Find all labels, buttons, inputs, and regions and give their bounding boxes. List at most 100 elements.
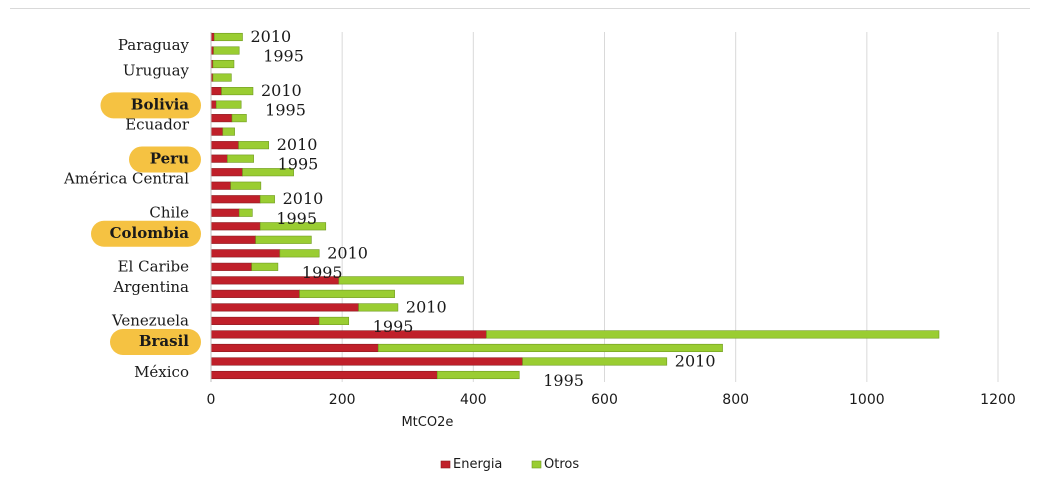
- bar-otros: [230, 181, 262, 190]
- bar-group: [210, 127, 235, 136]
- year-label: 2010: [283, 189, 324, 208]
- legend-item: Otros: [531, 457, 579, 472]
- bar-energia: [210, 181, 231, 190]
- bar-energia: [210, 168, 243, 177]
- bar-energia: [210, 154, 228, 163]
- bar-energia: [210, 316, 320, 325]
- bar-group: [210, 357, 668, 366]
- x-tick-label: 0: [207, 392, 216, 408]
- bar-otros: [222, 127, 235, 136]
- bar-otros: [251, 262, 279, 271]
- bar-group: [210, 208, 253, 217]
- bar-group: [210, 330, 940, 339]
- category-highlight: [110, 328, 201, 355]
- bar-group: [210, 262, 279, 271]
- legend-label: Energia: [453, 457, 502, 472]
- category-label: Colombia: [110, 224, 190, 242]
- bar-otros: [358, 303, 399, 312]
- category-highlight: [91, 220, 201, 247]
- bar-energia: [210, 222, 261, 231]
- bar-otros: [318, 316, 350, 325]
- category-label: Brasil: [139, 332, 189, 350]
- legend: Energia Otros: [440, 457, 579, 472]
- bar-otros: [486, 330, 940, 339]
- bar-energia: [210, 249, 281, 258]
- top-divider: [10, 8, 1030, 9]
- bar-otros: [227, 154, 254, 163]
- bar-energia: [210, 100, 217, 109]
- x-tick-label: 1000: [849, 392, 885, 408]
- bar-otros: [213, 32, 243, 42]
- label-layer: 2010199520101995201019952010199520101995…: [63, 27, 715, 390]
- bar-otros: [522, 357, 668, 366]
- category-label: Argentina: [112, 278, 189, 296]
- bar-otros: [259, 222, 327, 231]
- x-tick-label: 600: [591, 392, 618, 408]
- bar-energia: [210, 195, 261, 204]
- bar-otros: [238, 208, 253, 217]
- year-label: 1995: [373, 317, 414, 336]
- bar-energia: [210, 303, 359, 312]
- bar-otros: [213, 46, 240, 55]
- bar-energia: [210, 235, 256, 244]
- bar-energia: [210, 127, 224, 136]
- year-label: 1995: [543, 371, 584, 390]
- bar-group: [210, 32, 243, 42]
- bar-group: [210, 141, 270, 150]
- bar-energia: [210, 141, 239, 150]
- year-label: 1995: [278, 155, 319, 174]
- bar-group: [210, 235, 312, 244]
- legend-label: Otros: [544, 457, 579, 472]
- year-label: 1995: [265, 101, 306, 120]
- legend-swatch: [531, 460, 542, 469]
- year-label: 1995: [302, 263, 343, 282]
- bar-energia: [210, 114, 233, 123]
- bar-energia: [210, 370, 438, 380]
- bar-otros: [212, 59, 235, 69]
- x-tick-label: 1200: [980, 392, 1016, 408]
- bar-layer: [210, 32, 940, 380]
- year-label: 2010: [277, 135, 318, 154]
- bar-group: [210, 100, 242, 109]
- x-axis: 0 200 400 600 800 1000 1200 MtCO2e: [207, 32, 1016, 430]
- bar-group: [210, 316, 350, 325]
- bar-group: [210, 73, 232, 82]
- year-label: 1995: [276, 209, 317, 228]
- bar-otros: [259, 195, 275, 204]
- category-label: México: [134, 363, 189, 381]
- bar-group: [210, 114, 247, 123]
- bar-otros: [377, 343, 723, 353]
- bar-otros: [279, 249, 320, 258]
- category-highlight: [129, 146, 201, 173]
- bar-otros: [255, 235, 312, 244]
- grid-layer: [341, 32, 999, 382]
- year-label: 2010: [675, 351, 716, 370]
- legend-swatch: [440, 460, 451, 469]
- year-label: 2010: [406, 297, 447, 316]
- year-label: 2010: [327, 243, 368, 262]
- bar-group: [210, 249, 320, 258]
- bar-energia: [210, 262, 252, 271]
- legend-item: Energia: [440, 457, 502, 472]
- bar-group: [210, 87, 254, 96]
- bar-otros: [231, 114, 247, 123]
- highlight-layer: [91, 92, 201, 355]
- bar-group: [210, 303, 399, 312]
- category-label: Chile: [149, 204, 189, 222]
- bar-energia: [210, 357, 523, 366]
- x-tick-label: 400: [460, 392, 487, 408]
- bar-energia: [210, 87, 222, 96]
- bar-otros: [238, 141, 270, 150]
- year-label: 2010: [250, 27, 291, 46]
- category-label: Venezuela: [111, 312, 189, 330]
- bar-otros: [338, 276, 464, 285]
- x-tick-label: 200: [329, 392, 356, 408]
- bar-energia: [210, 343, 379, 353]
- bar-otros: [242, 168, 294, 177]
- bar-otros: [212, 73, 232, 82]
- bar-group: [210, 289, 395, 298]
- year-label: 1995: [263, 47, 304, 66]
- bar-group: [210, 59, 235, 69]
